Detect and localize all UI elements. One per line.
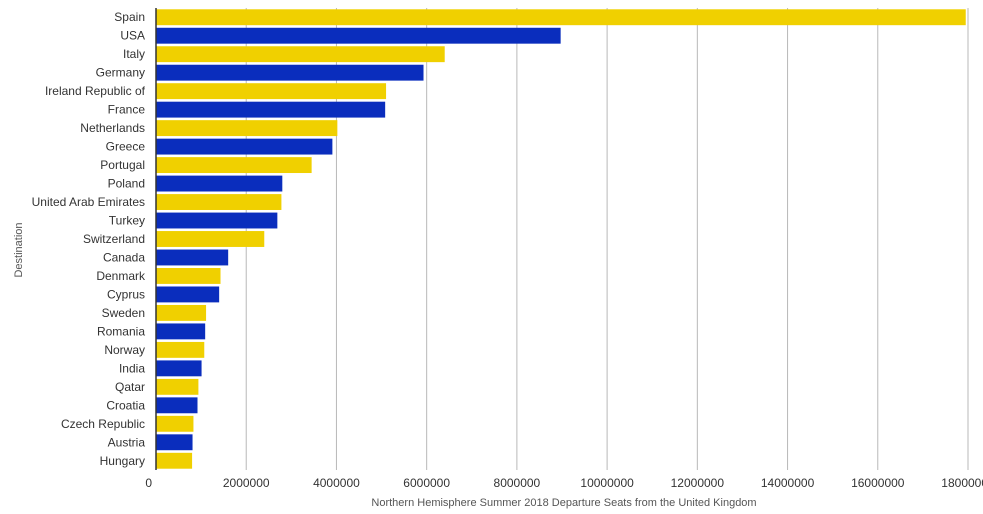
category-label: Greece [106,140,146,154]
axes: 0 2000000 4000000 6000000 8000000 10000000 120… [32,8,983,490]
x-tick-label: 18000000 [941,476,983,490]
category-label: United Arab Emirates [32,195,145,209]
category-label: Romania [97,324,145,338]
category-label: Sweden [102,306,145,320]
bar [156,138,333,155]
bar [156,120,338,137]
category-label: Germany [96,66,145,80]
bar [156,157,312,174]
bar [156,27,561,44]
x-tick-label: 0 [145,476,152,490]
bar [156,64,424,81]
x-tick-label: 8000000 [494,476,541,490]
bar [156,415,194,432]
bar [156,249,229,266]
bar [156,378,199,395]
category-label: Czech Republic [61,417,145,431]
x-tick-label: 4000000 [313,476,360,490]
category-label: Hungary [100,454,145,468]
category-label: India [119,361,145,375]
category-label: USA [120,29,145,43]
x-tick-label: 16000000 [851,476,905,490]
bar [156,304,207,321]
bar [156,323,206,340]
x-tick-label: 12000000 [671,476,725,490]
category-label: Austria [108,435,146,449]
category-label: Turkey [109,214,145,228]
bar [156,397,198,414]
category-label: France [108,103,146,117]
bar [156,360,202,377]
bar [156,268,221,284]
bar [156,101,386,118]
category-label: Spain [114,10,145,24]
bar [156,83,387,100]
bar [156,286,220,303]
category-label: Norway [104,343,145,357]
category-label: Ireland Republic of [45,84,146,98]
bar [156,434,193,451]
x-tick-label: 2000000 [223,476,270,490]
x-tick-label: 6000000 [403,476,450,490]
bar [156,212,278,229]
x-tick-label: 14000000 [761,476,815,490]
category-label: Portugal [100,158,145,172]
category-label: Qatar [115,380,145,394]
x-tick-label: 10000000 [580,476,634,490]
category-label: Denmark [96,269,146,283]
bar [156,9,966,26]
bar [156,46,445,63]
category-label: Switzerland [83,232,145,246]
bar [156,452,193,469]
bar [156,194,282,210]
category-label: Canada [103,250,145,264]
bar [156,341,205,358]
x-axis-title: Northern Hemisphere Summer 2018 Departur… [371,497,756,509]
bars [156,9,966,469]
category-label: Cyprus [107,287,145,301]
category-label: Poland [108,177,145,191]
category-label: Netherlands [80,121,145,135]
category-label: Italy [123,47,145,61]
bar [156,175,283,192]
y-axis-title: Destination [13,222,25,277]
bar [156,231,265,247]
category-label: Croatia [106,398,145,412]
